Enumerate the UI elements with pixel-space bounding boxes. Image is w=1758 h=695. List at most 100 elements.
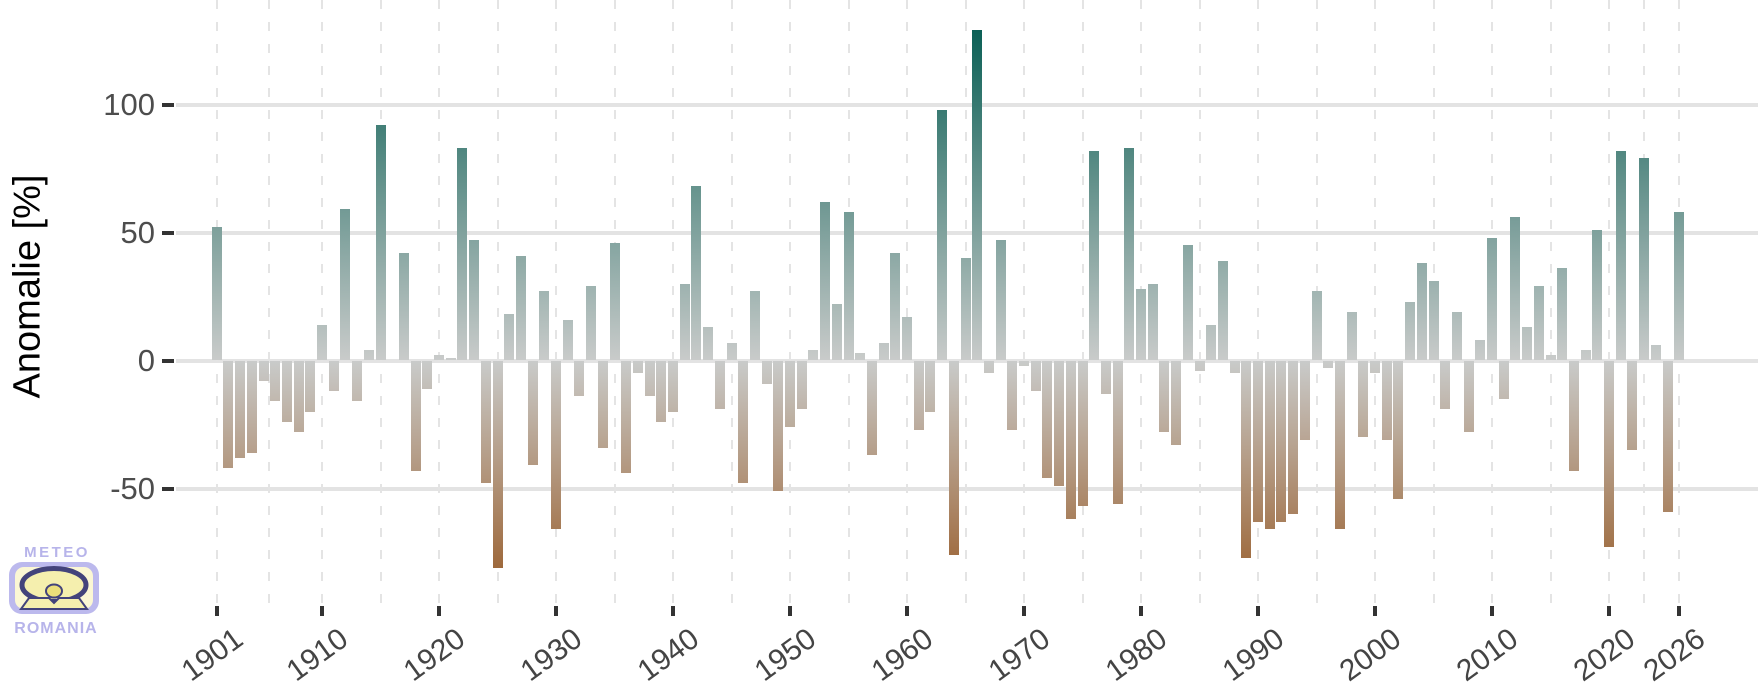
bar <box>843 212 854 361</box>
gridline-v <box>1374 0 1376 604</box>
x-tick-mark <box>1022 606 1026 616</box>
bar <box>1311 291 1322 361</box>
bar <box>1229 360 1240 374</box>
bar <box>422 360 433 389</box>
x-tick-mark <box>1139 606 1143 616</box>
bar <box>714 360 725 410</box>
bar <box>480 360 491 484</box>
bar <box>890 252 901 361</box>
bar <box>504 314 515 361</box>
x-tick-mark <box>1256 606 1260 616</box>
bar <box>457 148 468 361</box>
bar <box>1440 360 1451 410</box>
bar <box>1568 360 1579 471</box>
bar <box>597 360 608 448</box>
gridline-v <box>1081 0 1084 604</box>
bar <box>855 352 866 361</box>
bar <box>1054 360 1065 486</box>
gridline-v <box>496 0 499 604</box>
bar <box>527 360 538 466</box>
x-tick-mark <box>788 606 792 616</box>
y-tick-mark <box>162 230 174 235</box>
bar <box>1217 260 1228 361</box>
bar <box>621 360 632 474</box>
x-tick-mark <box>1677 606 1682 616</box>
y-tick-label: 50 <box>120 214 155 250</box>
bar <box>983 360 994 374</box>
bar <box>948 360 959 556</box>
bar <box>609 242 620 361</box>
bar <box>1147 283 1158 361</box>
bar <box>1264 360 1275 530</box>
bar <box>1650 345 1661 361</box>
gridline-v <box>1549 0 1552 604</box>
bar <box>1545 355 1556 361</box>
meteo-romania-logo: METEO ROMANIA <box>9 544 99 637</box>
bar <box>1241 360 1252 558</box>
bar <box>1405 301 1416 361</box>
y-tick-mark <box>162 486 174 491</box>
bar <box>1077 360 1088 507</box>
bar <box>1323 360 1334 369</box>
bar <box>410 360 421 471</box>
bar <box>656 360 667 422</box>
bar <box>1334 360 1345 530</box>
bar <box>1487 237 1497 361</box>
bar <box>1580 350 1591 361</box>
bar <box>644 360 655 397</box>
bar <box>340 209 351 361</box>
y-tick-label: 0 <box>137 342 155 378</box>
bar <box>761 360 772 384</box>
logo-badge-icon <box>9 562 99 614</box>
bar <box>1451 311 1462 361</box>
bar <box>211 227 222 361</box>
logo-text-meteo: METEO <box>24 544 90 561</box>
gridline-v <box>268 0 271 604</box>
bar <box>1206 324 1217 361</box>
x-tick-mark <box>1490 606 1494 616</box>
bar <box>1065 360 1076 520</box>
bar <box>281 360 292 422</box>
bar <box>1510 217 1521 361</box>
bar <box>1253 360 1263 522</box>
bar <box>925 360 936 412</box>
gridline-v <box>1023 0 1025 604</box>
bar <box>1100 360 1111 394</box>
bar <box>866 360 877 456</box>
bar <box>1030 360 1041 392</box>
bar <box>1475 340 1486 361</box>
bar <box>434 355 444 361</box>
bar <box>1182 245 1193 361</box>
bar <box>1615 150 1626 361</box>
bar <box>937 109 948 361</box>
bar <box>305 360 316 412</box>
x-tick-mark <box>905 606 909 616</box>
bar <box>235 360 246 458</box>
bar <box>492 360 503 568</box>
bar <box>293 360 304 433</box>
gridline-v <box>1198 0 1201 604</box>
bar <box>679 283 690 361</box>
bar <box>551 360 561 530</box>
bar <box>1604 360 1614 548</box>
bar <box>691 186 702 361</box>
bar <box>1428 281 1439 361</box>
bar <box>1639 158 1650 361</box>
bar <box>738 360 749 484</box>
gridline-v <box>730 0 733 604</box>
y-tick-mark <box>162 358 174 363</box>
bar <box>328 360 339 392</box>
bar <box>1370 360 1380 374</box>
gridline-h <box>176 486 1758 491</box>
bar <box>1416 263 1427 361</box>
bar <box>1557 268 1568 361</box>
bar <box>785 360 795 428</box>
bar <box>1171 360 1182 445</box>
bar <box>246 360 257 453</box>
gridline-v <box>438 0 440 604</box>
bar <box>352 360 363 402</box>
bar <box>808 350 819 361</box>
gridline-h <box>176 230 1758 235</box>
